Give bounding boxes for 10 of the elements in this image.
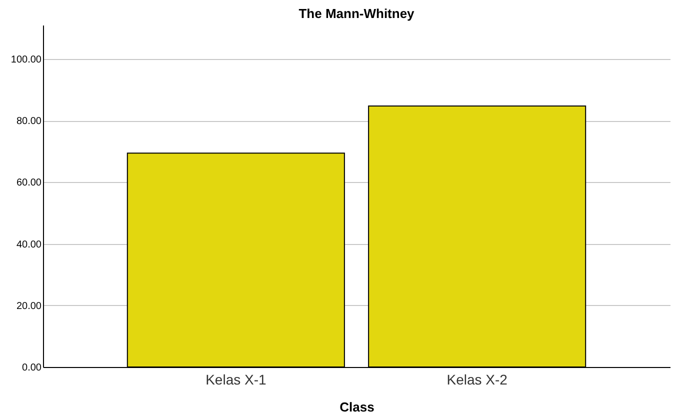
y-tick-label: 80.00 xyxy=(16,116,42,128)
y-tick-label: 40.00 xyxy=(16,239,42,250)
y-tick-label: 20.00 xyxy=(16,300,42,312)
y-tick-label: 60.00 xyxy=(16,178,42,189)
y-tick-label: 0.00 xyxy=(22,362,42,374)
x-tick-label: Kelas X-1 xyxy=(206,372,266,388)
x-axis-title: Class xyxy=(340,400,374,414)
y-tick-label: 100.00 xyxy=(10,54,42,66)
x-tick-label: Kelas X-2 xyxy=(446,372,508,388)
chart-title: The Mann-Whitney xyxy=(298,6,416,21)
